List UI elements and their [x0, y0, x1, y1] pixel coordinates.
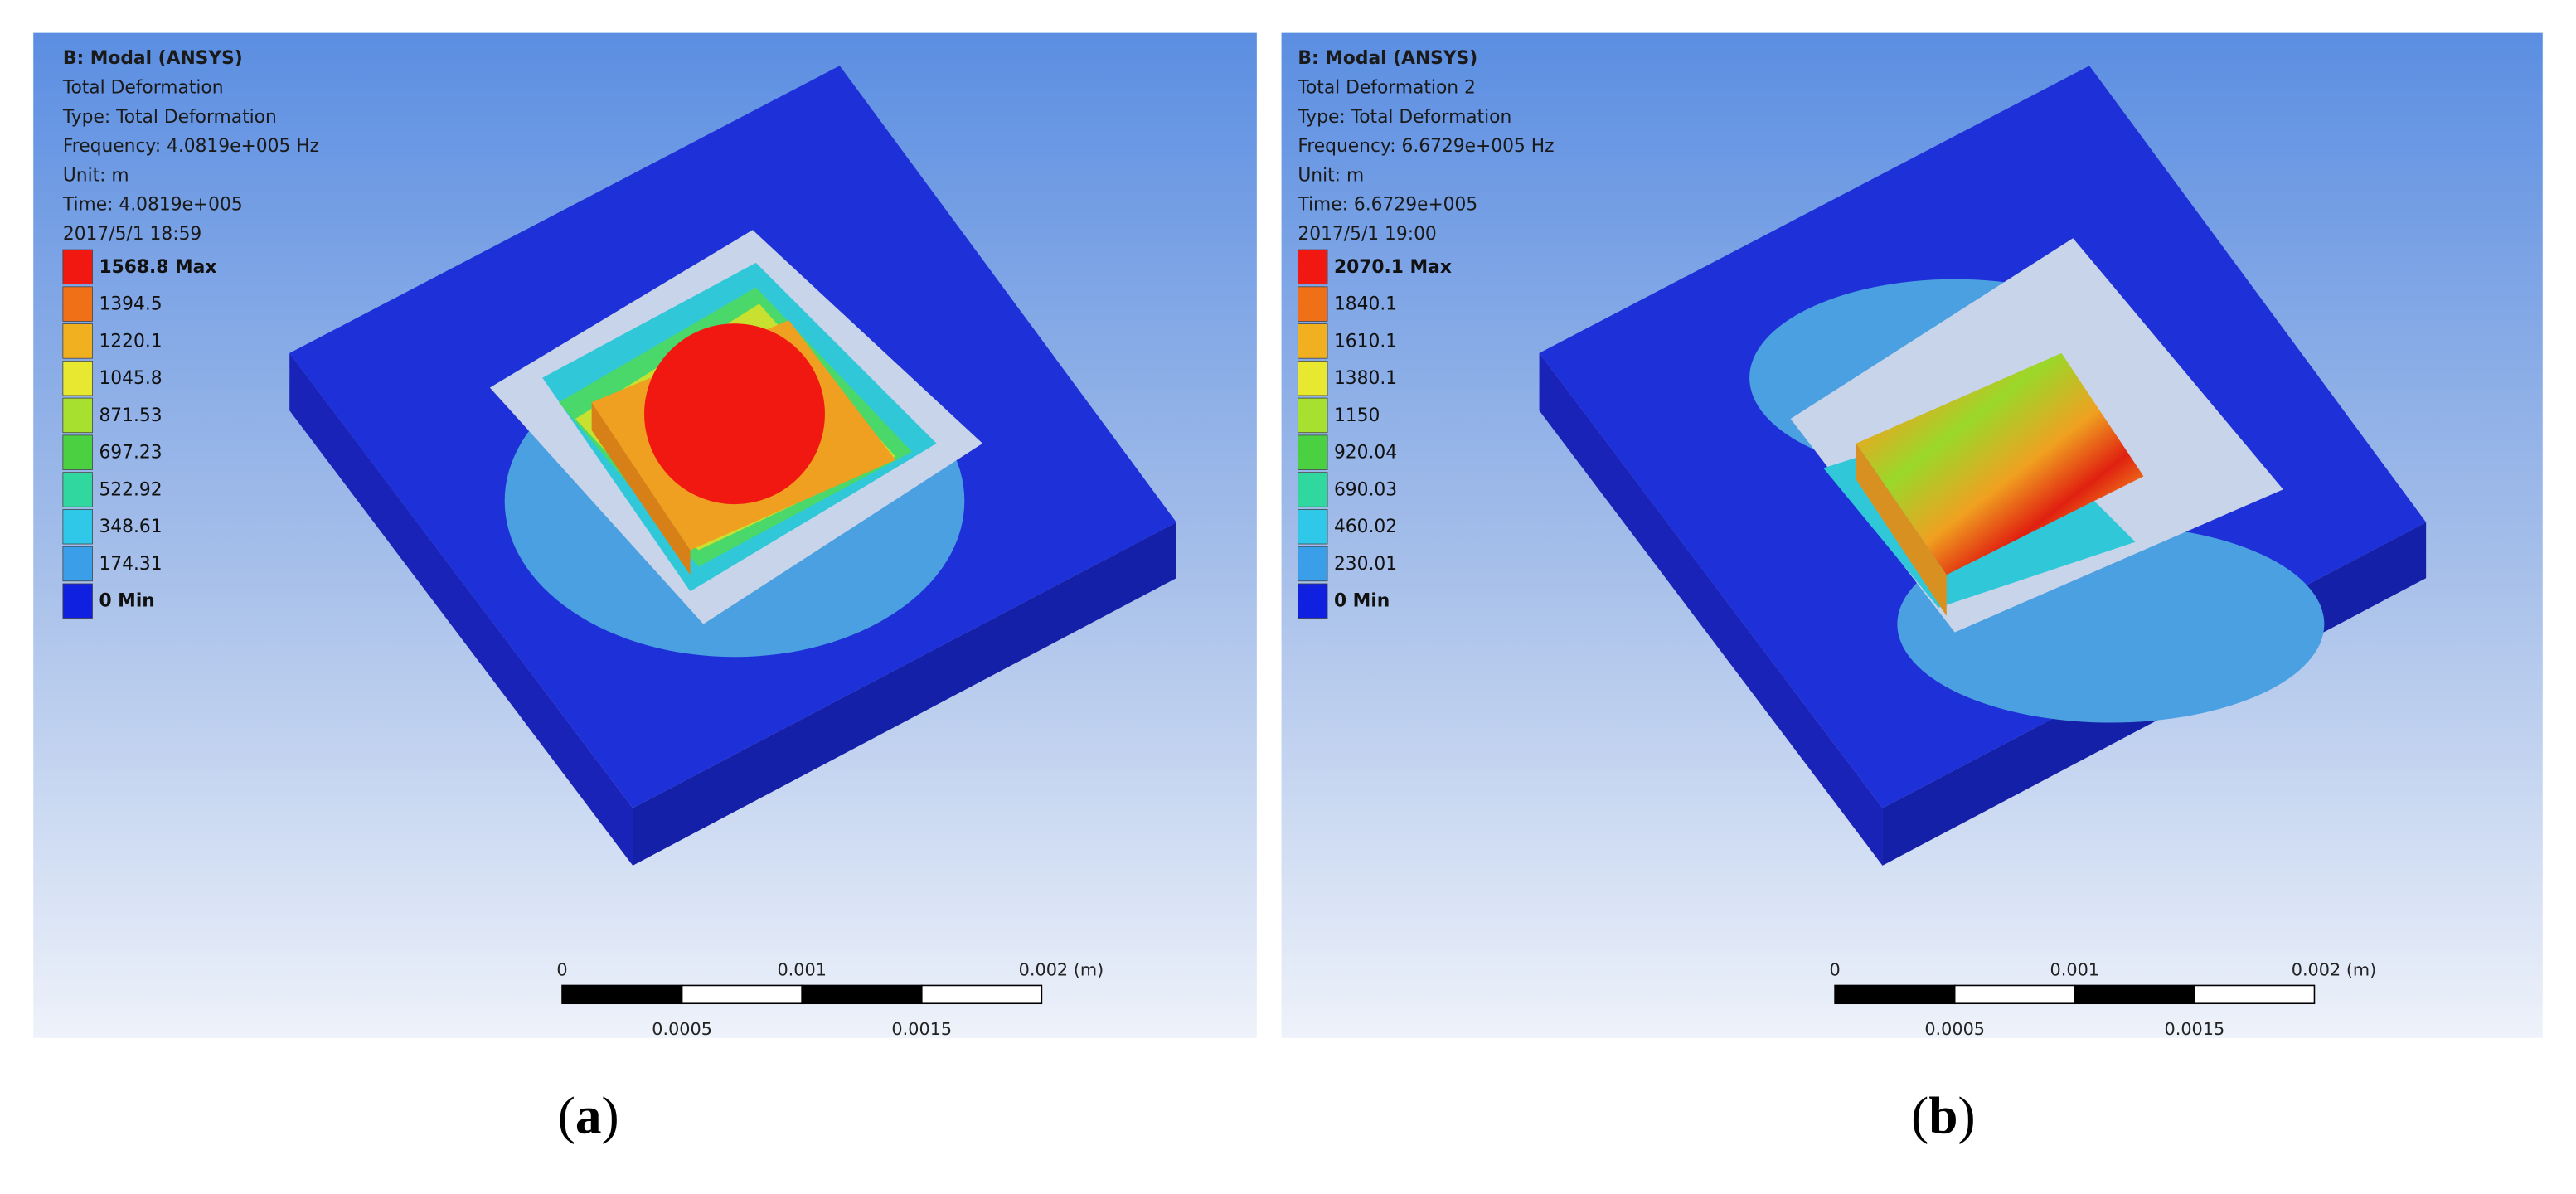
- legend-label: 920.04: [1334, 443, 1397, 464]
- legend-label: 1220.1: [99, 331, 162, 352]
- legend-label: 1840.1: [1334, 294, 1397, 315]
- header-line: 2017/5/1 18:59: [63, 224, 201, 245]
- scale-label: 0.0005: [652, 1019, 712, 1039]
- scale-segment: [561, 984, 683, 1005]
- legend-swatch: [1297, 397, 1328, 434]
- scale-segment: [921, 984, 1043, 1005]
- header-line: B: Modal (ANSYS): [63, 48, 243, 69]
- legend-swatch: [62, 249, 93, 285]
- legend-label: 1568.8 Max: [99, 257, 216, 278]
- legend-swatch: [62, 472, 93, 507]
- legend-swatch: [1297, 323, 1328, 359]
- legend-swatch: [1297, 472, 1328, 507]
- scale-label: 0.0015: [2165, 1019, 2225, 1039]
- scale-label: 0.002 (m): [2292, 960, 2377, 980]
- legend-swatch: [1297, 434, 1328, 470]
- caption-part: (: [1911, 1087, 1928, 1145]
- header-line: Total Deformation: [62, 78, 224, 99]
- legend-swatch: [62, 323, 93, 359]
- scale-segment: [1834, 984, 1956, 1005]
- header-line: Unit: m: [63, 165, 129, 186]
- caption: (b): [1911, 1087, 1975, 1145]
- scale-segment: [681, 984, 803, 1005]
- legend-label: 348.61: [99, 517, 162, 537]
- legend-swatch: [1297, 583, 1328, 619]
- legend-swatch: [1297, 546, 1328, 582]
- header-line: Total Deformation 2: [1297, 78, 1475, 99]
- header-line: Type: Total Deformation: [62, 107, 277, 128]
- scale-segment: [1953, 984, 2076, 1005]
- header-line: B: Modal (ANSYS): [1298, 48, 1477, 69]
- annotations: B: Modal (ANSYS) Total Deformation Type: T…: [62, 48, 2376, 1144]
- legend-swatch: [62, 286, 93, 322]
- legend-label: 230.01: [1334, 554, 1397, 575]
- legend-swatch: [1297, 360, 1328, 396]
- header-line: Unit: m: [1298, 165, 1364, 186]
- legend-label: 1394.5: [99, 294, 162, 315]
- legend-swatch: [62, 509, 93, 545]
- legend-swatch: [62, 583, 93, 619]
- legend-label: 174.31: [99, 554, 162, 575]
- header-line: Time: 4.0819e+005: [62, 195, 243, 216]
- scale-label: 0: [1829, 960, 1840, 980]
- scale-label: 0.0015: [891, 1019, 952, 1039]
- legend-swatch: [62, 434, 93, 470]
- legend-label: 697.23: [99, 443, 162, 464]
- legend-label: 522.92: [99, 479, 162, 500]
- legend-label: 460.02: [1334, 517, 1397, 537]
- caption-part: ): [1957, 1087, 1975, 1145]
- legend-swatch: [62, 546, 93, 582]
- legend-label: 871.53: [99, 405, 162, 426]
- caption-part: (: [558, 1087, 575, 1145]
- legend-swatch: [1297, 509, 1328, 545]
- scale-label: 0.0005: [1924, 1019, 1985, 1039]
- model-b: [1539, 66, 2427, 866]
- scale-label: 0.001: [777, 960, 827, 980]
- scale-segment: [2074, 984, 2195, 1005]
- legend-label: 1610.1: [1334, 331, 1397, 352]
- legend-swatch: [1297, 249, 1328, 285]
- caption: (a): [558, 1087, 619, 1145]
- legend-label: 1380.1: [1334, 368, 1397, 389]
- header-line: 2017/5/1 19:00: [1298, 224, 1436, 245]
- scale-segment: [801, 984, 923, 1005]
- legend-label: 2070.1 Max: [1334, 257, 1452, 278]
- header-line: Frequency: 4.0819e+005 Hz: [63, 136, 319, 157]
- legend-swatch: [1297, 286, 1328, 322]
- model-a: [289, 66, 1176, 866]
- header-line: Time: 6.6729e+005: [1297, 195, 1477, 216]
- header-line: Type: Total Deformation: [1297, 107, 1511, 128]
- header-line: Frequency: 6.6729e+005 Hz: [1298, 136, 1554, 157]
- scale-label: 0.001: [2050, 960, 2100, 980]
- legend-swatch: [62, 397, 93, 434]
- scale-label: 0.002 (m): [1019, 960, 1104, 980]
- legend-swatch: [62, 360, 93, 396]
- legend-label: 690.03: [1334, 479, 1397, 500]
- caption-part: a: [575, 1087, 602, 1145]
- legend-label: 0 Min: [99, 591, 154, 612]
- scale-label: 0: [556, 960, 567, 980]
- legend-label: 1150: [1334, 405, 1380, 426]
- caption-part: b: [1928, 1087, 1957, 1145]
- caption-part: ): [602, 1087, 619, 1145]
- legend-label: 1045.8: [99, 368, 162, 389]
- legend-label: 0 Min: [1334, 591, 1390, 612]
- scale-segment: [2194, 984, 2316, 1005]
